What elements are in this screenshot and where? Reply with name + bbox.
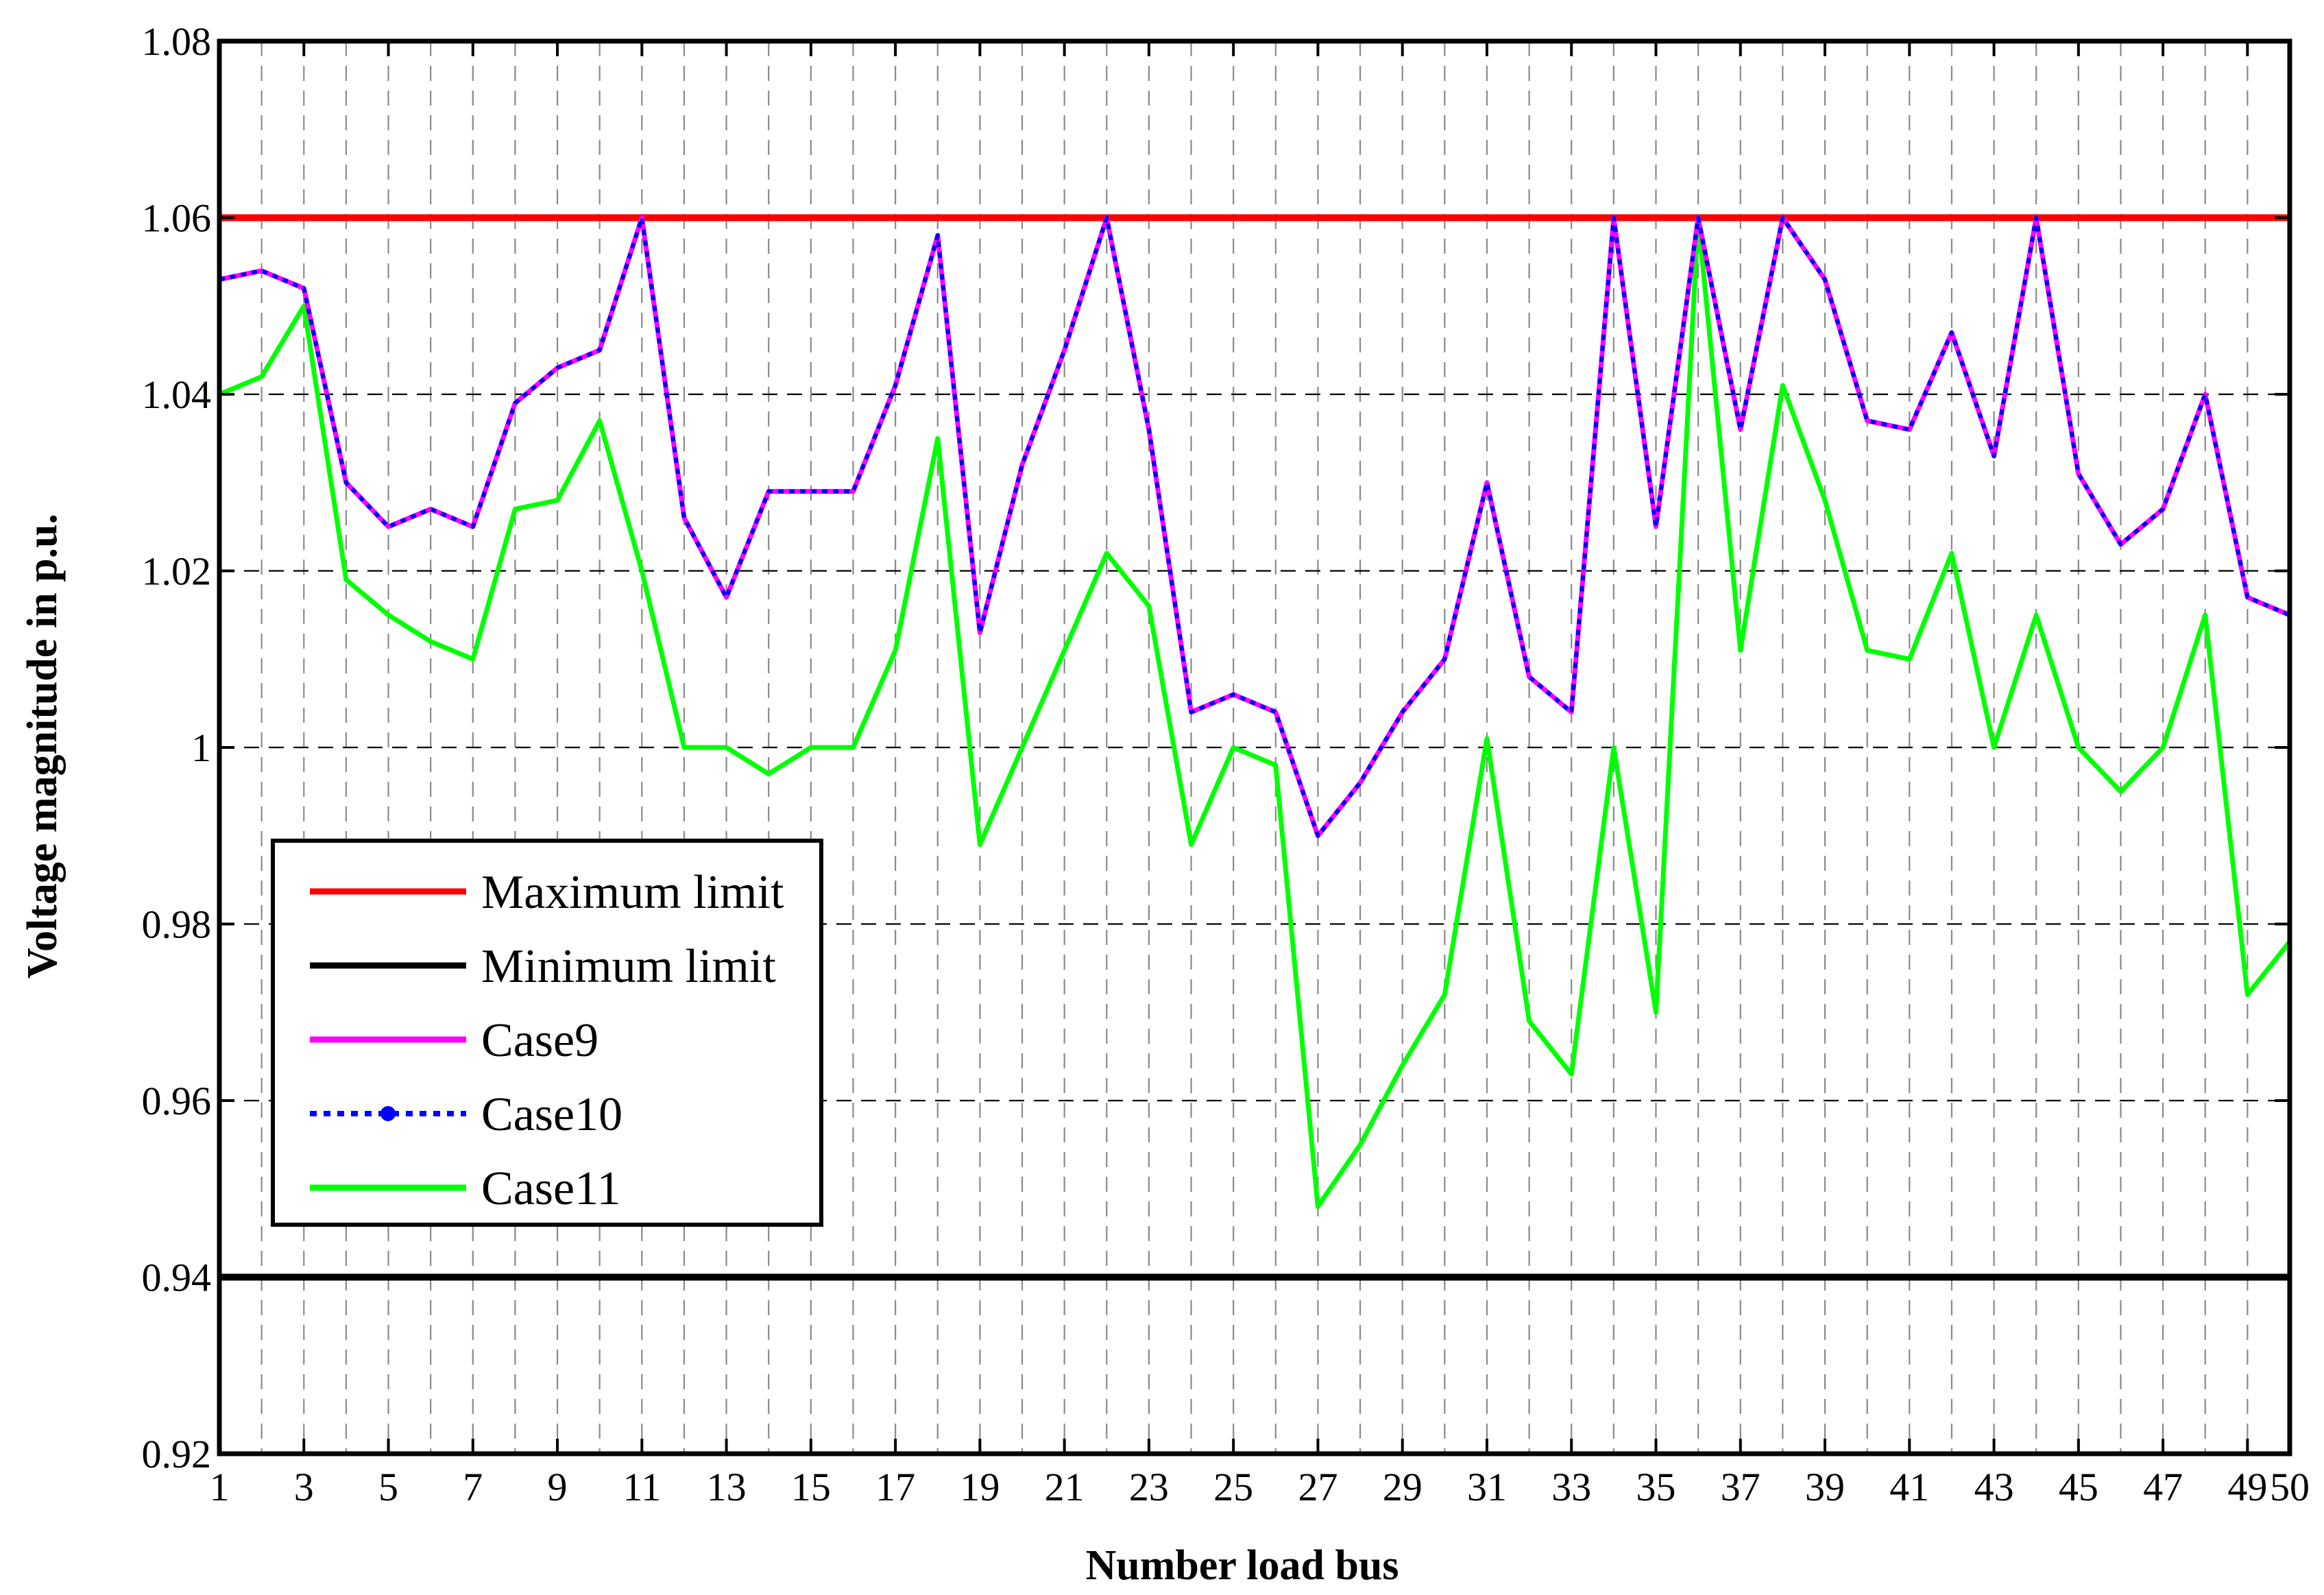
legend: Maximum limit Minimum limit Case9 Case10 Cas… bbox=[271, 839, 823, 1227]
y-tick-label: 0.92 bbox=[142, 1432, 212, 1476]
x-tick-label: 15 bbox=[791, 1465, 831, 1509]
legend-box bbox=[271, 839, 823, 1227]
y-tick-label: 1.06 bbox=[142, 196, 212, 241]
x-tick-label: 45 bbox=[2059, 1465, 2098, 1509]
x-tick-label: 23 bbox=[1129, 1465, 1169, 1509]
series-line-case10 bbox=[219, 215, 2291, 838]
y-tick-label: 0.96 bbox=[142, 1079, 212, 1123]
legend-label-case10: Case10 bbox=[481, 1088, 622, 1141]
x-tick-label: 1 bbox=[210, 1465, 230, 1509]
x-tick-label: 11 bbox=[622, 1465, 661, 1509]
x-tick-label: 7 bbox=[463, 1465, 483, 1509]
x-tick-label: 21 bbox=[1045, 1465, 1085, 1509]
y-tick-label: 1 bbox=[191, 725, 211, 770]
legend-label-maximum-limit: Maximum limit bbox=[481, 866, 784, 919]
x-tick-label: 13 bbox=[707, 1465, 747, 1509]
y-tick-label: 1.08 bbox=[142, 19, 212, 64]
x-tick-label: 25 bbox=[1213, 1465, 1253, 1509]
x-tick-label: 29 bbox=[1383, 1465, 1423, 1509]
x-tick-label: 35 bbox=[1636, 1465, 1676, 1509]
x-axis-title: Number load bus bbox=[1085, 1542, 1399, 1589]
series-line-case11 bbox=[218, 215, 2292, 1209]
x-tick-label: 50 bbox=[2270, 1465, 2310, 1509]
x-tick-label: 37 bbox=[1721, 1465, 1760, 1509]
x-tick-label: 19 bbox=[960, 1465, 1000, 1509]
y-tick-label: 1.02 bbox=[142, 549, 212, 594]
x-tick-label: 33 bbox=[1551, 1465, 1591, 1509]
x-tick-label: 39 bbox=[1805, 1465, 1845, 1509]
y-axis-title: Voltage magnitude in p.u. bbox=[19, 514, 66, 979]
legend-marker-case10 bbox=[380, 1106, 396, 1121]
y-tick-label: 1.04 bbox=[142, 372, 212, 417]
x-tick-label: 41 bbox=[1889, 1465, 1929, 1509]
x-tick-label: 43 bbox=[1974, 1465, 2014, 1509]
series-lines bbox=[218, 214, 2292, 1281]
x-tick-label: 47 bbox=[2143, 1465, 2183, 1509]
x-tick-label: 9 bbox=[548, 1465, 568, 1509]
x-tick-label: 31 bbox=[1467, 1465, 1507, 1509]
x-tick-label: 27 bbox=[1298, 1465, 1337, 1509]
legend-label-case9: Case9 bbox=[481, 1014, 598, 1067]
x-tick-label: 49 bbox=[2227, 1465, 2267, 1509]
y-tick-label: 0.98 bbox=[142, 902, 212, 947]
legend-label-case11: Case11 bbox=[481, 1162, 620, 1215]
x-tick-label: 3 bbox=[294, 1465, 314, 1509]
x-tick-label: 17 bbox=[875, 1465, 915, 1509]
y-tick-label: 0.94 bbox=[142, 1256, 212, 1300]
legend-label-minimum-limit: Minimum limit bbox=[481, 940, 776, 993]
x-tick-label: 5 bbox=[378, 1465, 398, 1509]
axis-ticks: 1 3 5 7 9 11 13 15 17 19 21 23 25 27 29 31 33 35 37 39 41 43 4… bbox=[142, 19, 2310, 1509]
